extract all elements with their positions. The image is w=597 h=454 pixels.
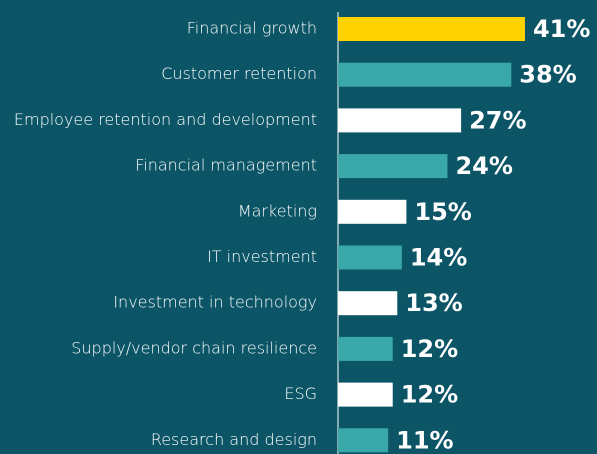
value-label: 41% <box>533 15 590 43</box>
category-label: ESG <box>284 384 317 403</box>
value-label: 24% <box>455 152 512 180</box>
bar <box>338 428 389 453</box>
value-label: 12% <box>401 335 458 363</box>
bar <box>338 199 407 224</box>
category-label: IT investment <box>207 247 317 266</box>
bar <box>338 291 398 316</box>
bar <box>338 62 512 87</box>
category-label: Financial growth <box>187 19 317 38</box>
bar <box>338 17 525 41</box>
value-label: 38% <box>519 61 576 89</box>
value-label: 12% <box>401 381 458 409</box>
value-label: 14% <box>410 244 467 272</box>
category-label: Supply/vendor chain resilience <box>71 338 317 357</box>
category-label: Employee retention and development <box>14 110 317 129</box>
category-label: Research and design <box>151 430 317 449</box>
value-label: 11% <box>396 426 453 454</box>
category-label: Customer retention <box>161 64 317 83</box>
category-label: Investment in technology <box>113 293 317 312</box>
bar <box>338 154 448 179</box>
category-label: Marketing <box>238 201 317 220</box>
category-label: Financial management <box>135 156 317 175</box>
bar <box>338 245 402 270</box>
bar <box>338 336 393 361</box>
value-label: 27% <box>469 106 526 134</box>
bar <box>338 382 393 407</box>
bar <box>338 108 462 133</box>
value-label: 15% <box>414 198 471 226</box>
value-label: 13% <box>405 289 462 317</box>
